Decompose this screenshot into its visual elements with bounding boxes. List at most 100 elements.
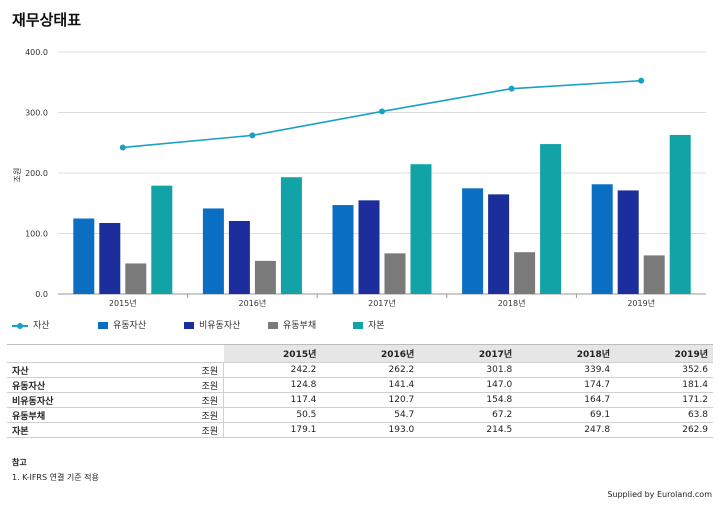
bar-3-1 xyxy=(280,177,302,294)
table-cell: 67.2 xyxy=(419,407,518,423)
row-label: 자산 xyxy=(7,362,177,378)
legend-item-noncurrent-assets[interactable]: 비유동자산 xyxy=(184,318,240,331)
table-cell: 120.7 xyxy=(321,392,420,408)
bar-1-4 xyxy=(617,190,639,294)
supplied-by: Supplied by Euroland.com xyxy=(607,490,712,499)
asset-point-4 xyxy=(638,77,645,84)
bar-0-4 xyxy=(591,184,613,294)
x-tick-label: 2019년 xyxy=(627,298,655,308)
bar-2-3 xyxy=(514,252,536,294)
bar-2-0 xyxy=(125,263,147,294)
table-row: 자산 조원 242.2 262.2 301.8 339.4 352.6 xyxy=(7,362,713,378)
x-tick-label: 2018년 xyxy=(498,298,526,308)
table-cell: 193.0 xyxy=(321,422,420,438)
asset-point-0 xyxy=(119,144,126,151)
table-cell: 154.8 xyxy=(419,392,518,408)
row-unit: 조원 xyxy=(177,362,224,378)
x-axis-ticks: 2015년 2016년 2017년 2018년 2019년 xyxy=(109,294,655,308)
row-unit: 조원 xyxy=(177,377,224,393)
bar-3-0 xyxy=(151,185,173,294)
bar-3-2 xyxy=(410,164,432,294)
table-cell: 242.2 xyxy=(223,362,322,378)
table-cell: 69.1 xyxy=(517,407,616,423)
row-unit: 조원 xyxy=(177,422,224,438)
table-cell: 339.4 xyxy=(517,362,616,378)
table-cell: 50.5 xyxy=(223,407,322,423)
y-tick-label: 0.0 xyxy=(35,290,48,299)
legend-item-equity[interactable]: 자본 xyxy=(353,318,385,331)
table-header: 2019년 xyxy=(615,344,713,363)
notes: 참고 1. K-IFRS 연결 기준 적용 xyxy=(12,457,99,483)
row-unit: 조원 xyxy=(177,407,224,423)
table-cell: 164.7 xyxy=(517,392,616,408)
table-header: 2015년 xyxy=(223,344,322,363)
table-header: 2016년 xyxy=(321,344,420,363)
header-blank xyxy=(7,344,177,363)
legend-item-assets[interactable]: 자산 xyxy=(12,318,50,331)
y-tick-label: 300.0 xyxy=(25,109,48,118)
bar-2-4 xyxy=(643,255,665,294)
table-cell: 301.8 xyxy=(419,362,518,378)
legend-swatch xyxy=(184,322,194,329)
table-cell: 179.1 xyxy=(223,422,322,438)
bar-0-1 xyxy=(202,208,224,294)
table-row: 유동자산 조원 124.8 141.4 147.0 174.7 181.4 xyxy=(7,377,713,393)
bars xyxy=(73,134,691,294)
table-cell: 174.7 xyxy=(517,377,616,393)
table-header-row: 2015년 2016년 2017년 2018년 2019년 xyxy=(7,344,713,363)
asset-point-1 xyxy=(249,132,256,139)
bar-0-2 xyxy=(332,205,354,294)
table-cell: 262.9 xyxy=(615,422,713,438)
header-blank xyxy=(177,344,224,363)
y-tick-label: 400.0 xyxy=(25,48,48,57)
x-tick-label: 2017년 xyxy=(368,298,396,308)
table-row: 자본 조원 179.1 193.0 214.5 247.8 262.9 xyxy=(7,422,713,438)
table-cell: 171.2 xyxy=(615,392,713,408)
legend-swatch xyxy=(268,322,278,329)
line-swatch xyxy=(12,322,28,330)
table-cell: 147.0 xyxy=(419,377,518,393)
table-cell: 247.8 xyxy=(517,422,616,438)
row-label: 유동부채 xyxy=(7,407,177,423)
row-unit: 조원 xyxy=(177,392,224,408)
table-cell: 117.4 xyxy=(223,392,322,408)
table-cell: 124.8 xyxy=(223,377,322,393)
x-tick-label: 2016년 xyxy=(239,298,267,308)
table-header: 2017년 xyxy=(419,344,518,363)
table-cell: 63.8 xyxy=(615,407,713,423)
legend-item-current-assets[interactable]: 유동자산 xyxy=(98,318,146,331)
y-tick-label: 200.0 xyxy=(25,169,48,178)
x-tick-label: 2015년 xyxy=(109,298,137,308)
table-cell: 214.5 xyxy=(419,422,518,438)
financial-table: 2015년 2016년 2017년 2018년 2019년 자산 조원 242.… xyxy=(7,344,713,438)
page-title: 재무상태표 xyxy=(12,11,82,29)
bar-1-2 xyxy=(358,200,380,294)
table-cell: 352.6 xyxy=(615,362,713,378)
y-axis-ticks: 0.0 100.0 200.0 300.0 400.0 xyxy=(25,48,48,299)
notes-heading: 참고 xyxy=(12,458,27,467)
legend-item-current-liabilities[interactable]: 유동부채 xyxy=(268,318,316,331)
table-cell: 141.4 xyxy=(321,377,420,393)
y-tick-label: 100.0 xyxy=(25,230,48,239)
bar-0-0 xyxy=(73,218,95,294)
table-cell: 262.2 xyxy=(321,362,420,378)
asset-line xyxy=(119,77,645,151)
bar-2-2 xyxy=(384,253,406,294)
bar-0-3 xyxy=(462,188,484,294)
bar-1-1 xyxy=(228,220,250,294)
legend-swatch xyxy=(353,322,363,329)
legend-swatch xyxy=(98,322,108,329)
row-label: 유동자산 xyxy=(7,377,177,393)
asset-point-3 xyxy=(508,85,515,92)
table-row: 비유동자산 조원 117.4 120.7 154.8 164.7 171.2 xyxy=(7,392,713,408)
table-cell: 181.4 xyxy=(615,377,713,393)
asset-point-2 xyxy=(379,108,385,115)
table-row: 유동부채 조원 50.5 54.7 67.2 69.1 63.8 xyxy=(7,407,713,423)
table-header: 2018년 xyxy=(517,344,616,363)
y-axis-label: 조원 xyxy=(13,168,22,183)
note-item: 1. K-IFRS 연결 기준 적용 xyxy=(12,473,99,482)
bar-1-0 xyxy=(99,222,121,294)
bar-3-3 xyxy=(540,144,562,294)
row-label: 비유동자산 xyxy=(7,392,177,408)
